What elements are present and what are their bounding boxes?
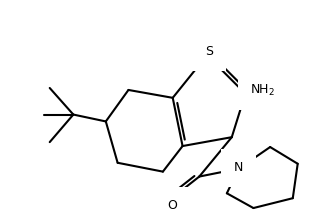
Text: S: S (205, 45, 213, 58)
Text: N: N (234, 161, 243, 174)
Text: NH$_2$: NH$_2$ (251, 82, 275, 97)
Text: O: O (167, 199, 177, 212)
